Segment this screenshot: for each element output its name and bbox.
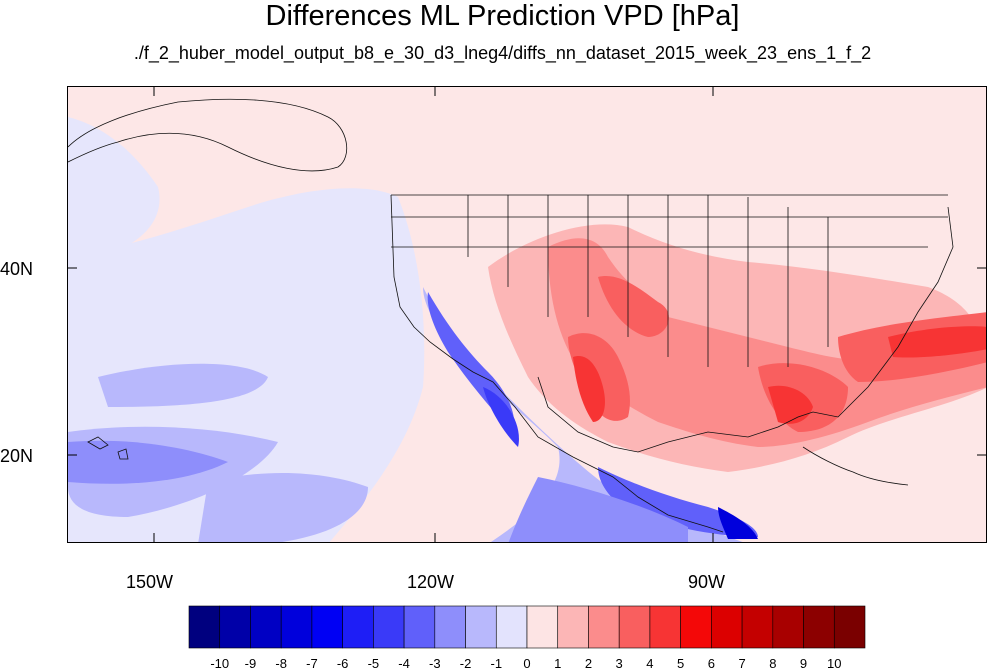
colorbar-swatch (803, 605, 835, 649)
x-tick-label: 150W (126, 572, 174, 592)
colorbar-swatch (557, 605, 589, 649)
colorbar-swatch (311, 605, 343, 649)
colorbar-swatch (741, 605, 774, 649)
colorbar-swatch (465, 605, 497, 649)
colorbar-label: 9 (799, 656, 808, 671)
colorbar-label: -6 (336, 656, 349, 671)
colorbar-swatch (833, 605, 866, 649)
colorbar-label: -2 (459, 656, 472, 671)
colorbar-label: -10 (210, 656, 230, 671)
colorbar-label: -5 (367, 656, 380, 671)
x-tick-label: 120W (407, 572, 455, 592)
x-tick-label: 90W (688, 572, 726, 592)
colorbar-swatch (219, 605, 251, 649)
colorbar-swatch (711, 605, 743, 649)
y-tick-label: 20N (0, 446, 34, 466)
y-tick-label: 40N (0, 259, 34, 279)
colorbar-swatch (772, 605, 804, 649)
page-subtitle: ./f_2_huber_model_output_b8_e_30_d3_lneg… (133, 43, 872, 63)
colorbar-label: 2 (584, 656, 593, 671)
anomaly-field (68, 87, 986, 542)
map-plot (68, 87, 986, 542)
page-title: Differences ML Prediction VPD [hPa] (265, 0, 740, 32)
colorbar-label: -3 (429, 656, 441, 671)
colorbar-swatch (495, 605, 528, 649)
colorbar-label: 4 (646, 656, 654, 671)
colorbar-label: -4 (398, 656, 410, 671)
colorbar-swatch (373, 605, 405, 649)
colorbar-label: 1 (554, 656, 562, 671)
colorbar-label: 5 (677, 656, 685, 671)
colorbar-swatch (618, 605, 651, 649)
colorbar-swatch (403, 605, 436, 649)
colorbar-swatch (250, 605, 282, 649)
colorbar-label: -1 (490, 656, 503, 671)
colorbar-label: 10 (827, 656, 842, 671)
colorbar-label: 3 (615, 656, 623, 671)
colorbar-swatch (680, 605, 712, 649)
colorbar-label: 7 (738, 656, 746, 671)
colorbar-swatch (434, 605, 466, 649)
colorbar-label: 0 (523, 656, 531, 671)
colorbar-swatch (649, 605, 681, 649)
colorbar-swatch (588, 605, 620, 649)
colorbar-label: 8 (769, 656, 777, 671)
colorbar-swatch (188, 605, 221, 649)
colorbar-swatch (280, 605, 313, 649)
coastlines-and-borders (68, 98, 954, 533)
colorbar-label: -7 (306, 656, 318, 671)
map-panel (67, 86, 987, 543)
colorbar-swatch (342, 605, 374, 649)
colorbar-label: -9 (244, 656, 257, 671)
colorbar-swatch (526, 605, 559, 649)
colorbar-label: -8 (275, 656, 287, 671)
colorbar-label: 6 (707, 656, 715, 671)
